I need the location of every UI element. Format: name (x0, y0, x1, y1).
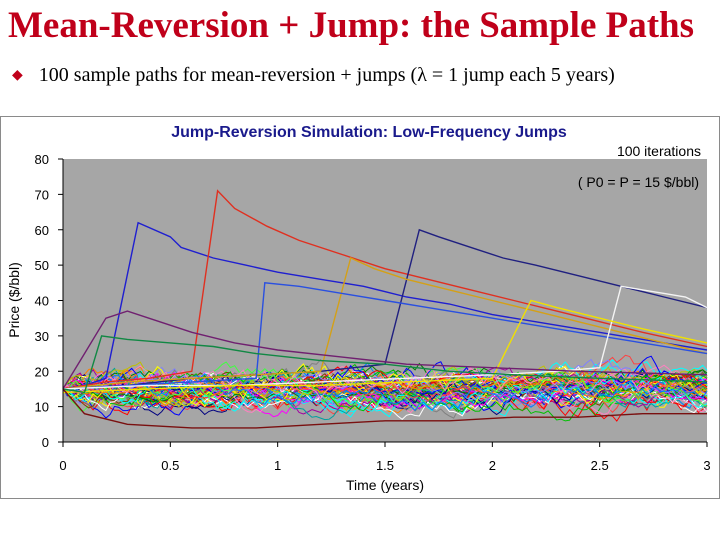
x-tick-label: 3 (703, 458, 710, 473)
sample-path (62, 373, 708, 412)
x-tick-label: 1.5 (376, 458, 394, 473)
y-tick-label: 80 (35, 152, 49, 167)
diamond-bullet-icon: ◆ (12, 67, 23, 83)
series-layer (62, 189, 708, 429)
x-axis-label: Time (years) (346, 477, 424, 493)
sample-path (62, 369, 708, 407)
path-yellow-jump-2.2 (62, 299, 708, 394)
y-tick-label: 0 (42, 435, 49, 450)
slide-title: Mean-Reversion + Jump: the Sample Paths (8, 5, 695, 46)
y-tick-label: 40 (35, 294, 49, 309)
chart-title: Jump-Reversion Simulation: Low-Frequency… (171, 124, 567, 141)
path-blue-early-jump (62, 221, 708, 390)
path-purple-early (62, 310, 708, 390)
path-green-jump-0.2 (62, 335, 708, 394)
annotation-params: ( P0 = P = 15 $/bbl) (578, 174, 699, 190)
x-tick-label: 2.5 (591, 458, 609, 473)
y-tick-label: 70 (35, 187, 49, 202)
y-tick-label: 20 (35, 364, 49, 379)
y-tick-label: 30 (35, 329, 49, 344)
y-axis-label: Price ($/bbl) (6, 262, 22, 337)
y-tick-label: 50 (35, 258, 49, 273)
path-red-jump-0.73 (62, 189, 708, 390)
x-tick-label: 2 (489, 458, 496, 473)
y-tick-label: 60 (35, 223, 49, 238)
path-blue-jump-0.95 (62, 282, 708, 390)
bullet-point: ◆ 100 sample paths for mean-reversion + … (12, 60, 718, 90)
x-tick-label: 0.5 (161, 458, 179, 473)
sample-path (62, 375, 708, 402)
y-tick-label: 10 (35, 400, 49, 415)
jump-reversion-chart: Jump-Reversion Simulation: Low-Frequency… (6, 124, 711, 493)
path-darkred-low (62, 388, 707, 429)
axis-layer: 0 10 20 30 40 50 60 70 80 0 0.5 1 1.5 2 2.5 3 (35, 152, 711, 473)
x-tick-label: 1 (274, 458, 281, 473)
path-gold-jump-1.35 (62, 257, 708, 390)
bullet-text: 100 sample paths for mean-reversion + ju… (38, 63, 615, 86)
x-tick-label: 0 (59, 458, 66, 473)
annotation-iterations: 100 iterations (617, 143, 701, 159)
chart-frame: Jump-Reversion Simulation: Low-Frequency… (0, 116, 720, 499)
